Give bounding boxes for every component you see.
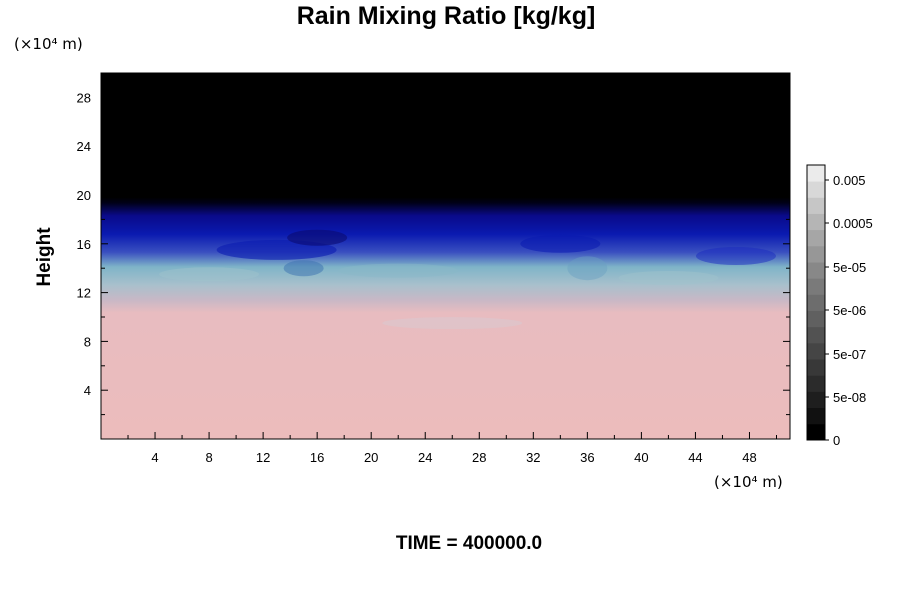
colorbar-swatch: [807, 342, 825, 360]
plot-frame: [100, 72, 791, 440]
chart-title: Rain Mixing Ratio [kg/kg]: [297, 2, 596, 30]
y-tick-label: 24: [77, 139, 91, 154]
y-tick-label: 8: [84, 334, 91, 349]
y-tick-label: 20: [77, 188, 91, 203]
colorbar-swatch: [807, 181, 825, 198]
x-tick-label: 40: [634, 450, 648, 465]
field-wisp: [382, 317, 523, 330]
colorbar-swatch: [807, 391, 825, 409]
colorbar-label: 0: [833, 433, 840, 448]
colorbar-frame: [806, 164, 826, 441]
colorbar-swatch: [807, 213, 825, 231]
field-wisp: [567, 256, 608, 281]
y-axis-label: Height: [34, 227, 55, 287]
y-tick-label: 28: [77, 90, 91, 105]
field-wisp: [287, 229, 348, 246]
field-wisp: [520, 234, 601, 253]
x-tick-label: 20: [364, 450, 378, 465]
x-tick-label: 24: [418, 450, 432, 465]
colorbar-label: 5e-08: [833, 390, 866, 405]
colorbar-label: 0.0005: [833, 216, 873, 231]
x-tick-label: 4: [151, 450, 158, 465]
time-label: TIME = 400000.0: [396, 533, 542, 554]
colorbar: 0.005 0.0005 5e-05 5e-06 5e-07 5e-08 0: [806, 164, 873, 448]
colorbar-swatch: [807, 326, 825, 344]
x-tick-label: 44: [688, 450, 702, 465]
x-tick-label: 48: [742, 450, 756, 465]
y-tick-label: 16: [77, 237, 91, 252]
x-tick-label: 8: [205, 450, 212, 465]
x-tick-label: 12: [256, 450, 270, 465]
y-tick-label: 12: [77, 286, 91, 301]
field-background: [101, 73, 790, 439]
colorbar-swatch: [807, 407, 825, 425]
plot-area: [100, 72, 791, 440]
field-wisp: [695, 247, 776, 265]
x-tick-label: 16: [310, 450, 324, 465]
colorbar-swatch: [807, 197, 825, 214]
colorbar-swatch: [807, 262, 825, 279]
colorbar-swatch: [807, 375, 825, 392]
colorbar-label: 5e-06: [833, 303, 866, 318]
field-wisp: [338, 263, 459, 278]
field-wisp: [159, 267, 260, 282]
y-axis-unit: (×10⁴ m): [14, 35, 83, 53]
x-axis: 4 8 12 16 20 24 28 32 36 40 44 48: [127, 73, 777, 465]
colorbar-swatch: [807, 294, 825, 311]
field-wisp: [283, 260, 324, 277]
colorbar-swatch: [807, 423, 825, 441]
colorbar-swatch: [807, 165, 825, 182]
y-tick-label: 4: [84, 383, 91, 398]
colorbar-label: 0.005: [833, 173, 866, 188]
colorbar-swatch: [807, 310, 825, 328]
colorbar-swatch: [807, 359, 825, 376]
y-axis: 4 8 12 16 20 24 28: [77, 90, 790, 416]
x-tick-label: 32: [526, 450, 540, 465]
colorbar-swatch: [807, 229, 825, 247]
x-axis-unit: (×10⁴ m): [714, 473, 783, 491]
field-wisps: [159, 229, 776, 330]
field-wisp: [618, 270, 719, 285]
colorbar-swatch: [807, 245, 825, 263]
colorbar-swatch: [807, 278, 825, 295]
colorbar-label: 5e-05: [833, 260, 866, 275]
colorbar-label: 5e-07: [833, 347, 866, 362]
x-tick-label: 36: [580, 450, 594, 465]
x-tick-label: 28: [472, 450, 486, 465]
